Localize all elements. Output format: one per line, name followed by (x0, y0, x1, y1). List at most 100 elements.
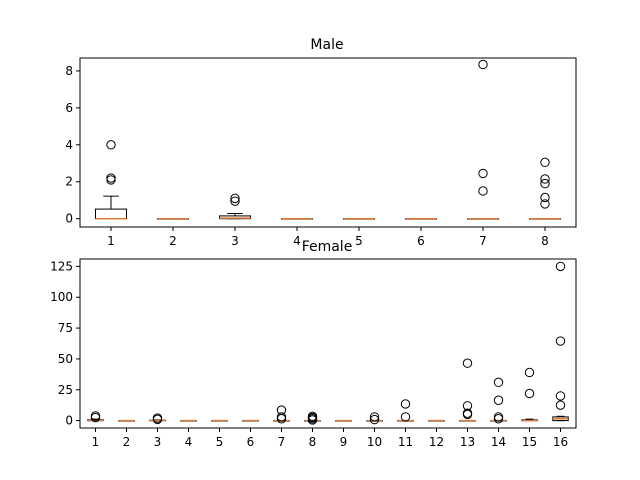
x-tick-label: 9 (340, 435, 348, 449)
x-tick-label: 14 (491, 435, 506, 449)
box-group (459, 358, 476, 422)
box-group (273, 405, 290, 424)
x-tick-label: 15 (522, 435, 537, 449)
outlier-point (106, 140, 116, 150)
y-tick-label: 25 (58, 383, 73, 397)
male-boxplot-panel: Male 0 2 4 6 8 1 2 3 4 5 6 7 8 (65, 37, 577, 248)
outlier-point (462, 358, 473, 368)
iqr-box (95, 208, 127, 220)
x-tick-label: 6 (247, 435, 255, 449)
y-tick-label: 125 (50, 259, 73, 273)
box-group (343, 217, 375, 220)
outlier-point (307, 411, 318, 421)
outlier-point (276, 412, 287, 422)
outlier-point (555, 391, 566, 401)
outlier-point (462, 401, 473, 411)
x-tick-label: 11 (398, 435, 413, 449)
outlier-point (106, 175, 116, 185)
outlier-point (493, 412, 504, 422)
outlier-point (230, 193, 240, 204)
axes-frame (79, 258, 577, 429)
chart-title: Female (302, 239, 353, 255)
x-tick-label: 4 (185, 435, 193, 449)
outlier-point (524, 367, 535, 378)
box-group (529, 157, 561, 220)
box-group (552, 261, 569, 422)
outlier-point (540, 192, 550, 203)
box-group (521, 367, 538, 422)
x-tick-label: 13 (460, 435, 475, 449)
x-tick-label: 7 (278, 435, 286, 449)
x-tick-label: 1 (107, 234, 115, 248)
axes-frame (79, 57, 577, 228)
box-group (366, 412, 383, 425)
x-tick-label: 3 (154, 435, 162, 449)
box-group (304, 411, 321, 425)
box-group (180, 419, 197, 422)
x-tick-label: 5 (216, 435, 224, 449)
y-tick-label: 50 (58, 352, 73, 366)
box-group (211, 419, 228, 422)
y-tick-label: 4 (65, 138, 73, 152)
box-group (118, 419, 135, 422)
outlier-point (478, 168, 488, 179)
outlier-point (400, 412, 411, 422)
box-group (157, 217, 189, 220)
outlier-point (152, 413, 163, 423)
outlier-point (230, 196, 240, 206)
x-tick-label: 12 (429, 435, 444, 449)
box-group (219, 193, 251, 220)
x-tick-label: 6 (417, 234, 425, 248)
y-tick-label: 8 (65, 64, 73, 78)
y-tick-label: 75 (58, 321, 73, 335)
outlier-point (540, 199, 550, 209)
outlier-point (400, 399, 411, 409)
x-tick-label: 8 (309, 435, 317, 449)
male-plot-area: 0 2 4 6 8 1 2 3 4 5 6 7 8 (65, 57, 577, 248)
outlier-point (478, 59, 488, 70)
outlier-point (90, 411, 101, 421)
outlier-point (524, 388, 535, 399)
box-group (490, 377, 507, 424)
outlier-point (493, 395, 504, 405)
outlier-point (369, 412, 380, 422)
chart-title: Male (310, 37, 343, 53)
y-tick-label: 0 (65, 212, 73, 226)
outlier-point (276, 405, 287, 415)
box-group (335, 419, 352, 422)
x-tick-label: 2 (123, 435, 131, 449)
outlier-point (555, 261, 566, 272)
box-group (281, 217, 313, 220)
outlier-point (369, 414, 380, 425)
outlier-point (555, 400, 566, 410)
outlier-point (555, 336, 566, 346)
x-tick-label: 2 (169, 234, 177, 248)
box-group (405, 217, 437, 220)
box-group (397, 399, 414, 422)
x-tick-label: 8 (541, 234, 549, 248)
box-group (467, 59, 499, 220)
outlier-point (106, 173, 116, 183)
x-tick-label: 1 (92, 435, 100, 449)
outlier-point (478, 186, 488, 196)
outlier-point (276, 414, 287, 424)
x-tick-label: 4 (293, 234, 301, 248)
x-tick-label: 7 (479, 234, 487, 248)
y-tick-label: 0 (65, 414, 73, 428)
x-tick-label: 10 (367, 435, 382, 449)
box-group (428, 419, 445, 422)
box-group (95, 140, 127, 220)
box-group (149, 413, 166, 425)
box-group (87, 411, 104, 423)
outlier-point (540, 174, 550, 184)
outlier-point (493, 377, 504, 388)
y-tick-label: 100 (50, 290, 73, 304)
x-tick-label: 5 (355, 234, 363, 248)
y-tick-label: 6 (65, 101, 73, 115)
outlier-point (493, 414, 504, 424)
outlier-point (540, 157, 550, 168)
box-group (242, 419, 259, 422)
